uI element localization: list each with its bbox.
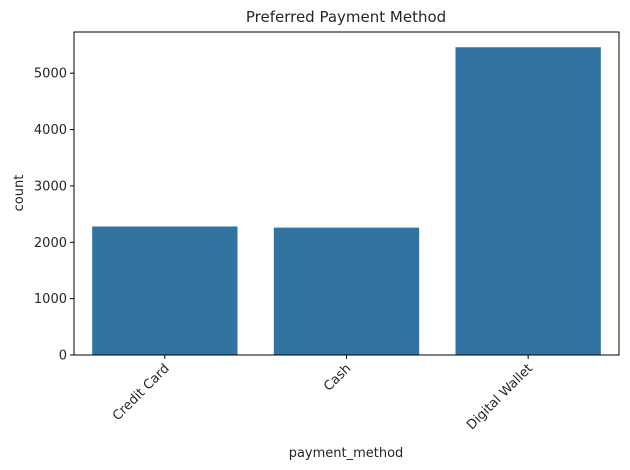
chart-title: Preferred Payment Method [246,8,446,26]
plot-frame [73,31,620,356]
y-tick-label: 3000 [34,179,67,194]
x-tick-label: Cash [321,361,354,394]
bar-digital-wallet [455,47,601,355]
y-axis: 0 1000 2000 3000 4000 5000 [34,67,74,364]
bar-cash [273,227,420,355]
x-tick-label: Digital Wallet [464,361,536,433]
y-tick-label: 1000 [34,292,67,307]
x-axis-label: payment_method [289,446,404,461]
bar-credit-card [92,226,238,355]
x-tick-label: Credit Card [110,361,173,424]
y-axis-label: count [12,175,27,212]
x-axis: Credit Card Cash Digital Wallet [110,355,536,433]
y-tick-label: 4000 [34,123,67,138]
y-tick-label: 5000 [34,67,67,82]
y-tick-label: 2000 [34,236,67,251]
bars-group [92,47,601,355]
y-tick-label: 0 [59,349,67,364]
